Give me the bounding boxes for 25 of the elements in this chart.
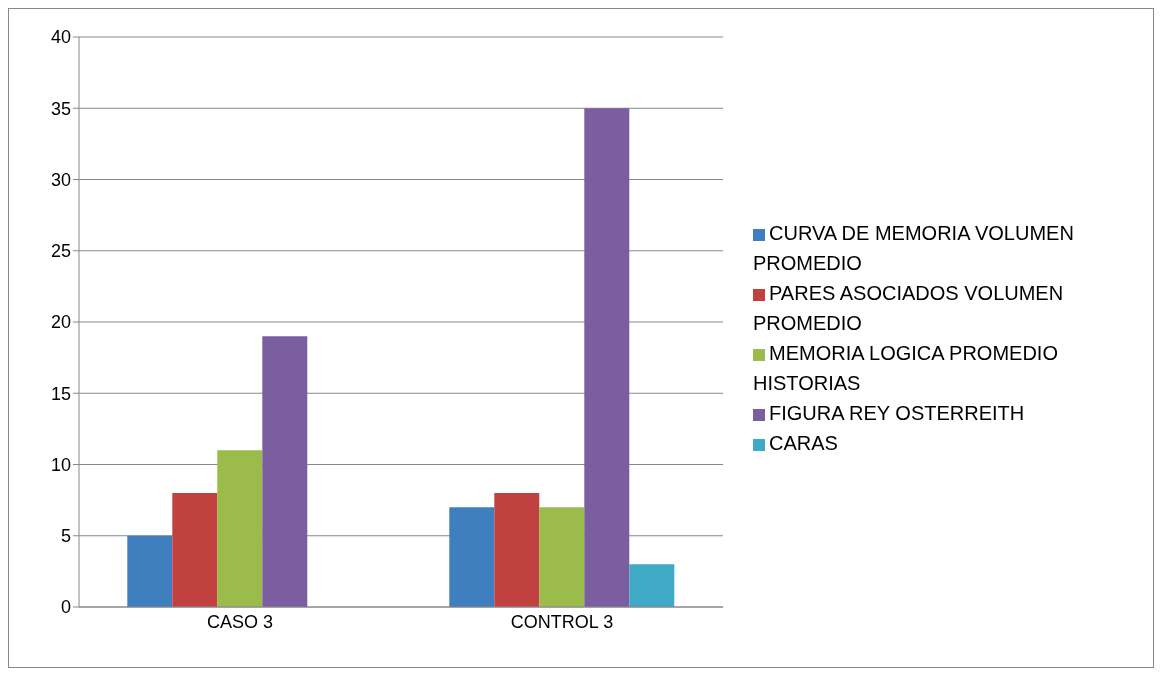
bar — [584, 108, 630, 607]
bar — [539, 507, 585, 607]
bar — [629, 564, 675, 607]
y-tick-label: 35 — [50, 98, 71, 119]
y-tick-label: 10 — [50, 454, 71, 475]
legend-label: PARES ASOCIADOS VOLUMEN PROMEDIO — [753, 282, 1064, 334]
y-tick-label: 30 — [50, 169, 71, 190]
y-tick-label: 20 — [50, 312, 71, 333]
legend-label: FIGURA REY OSTERREITH — [769, 402, 1025, 424]
y-tick-label: 25 — [50, 241, 71, 262]
y-tick-label: 5 — [60, 526, 71, 547]
x-tick-label: CONTROL 3 — [510, 611, 614, 632]
bar — [449, 507, 495, 607]
bar — [127, 535, 173, 607]
y-tick-label: 40 — [50, 27, 71, 48]
bar — [172, 493, 218, 607]
x-tick-label: CASO 3 — [206, 611, 274, 632]
legend-label: CURVA DE MEMORIA VOLUMEN PROMEDIO — [753, 222, 1074, 274]
y-tick-label: 0 — [60, 597, 71, 618]
y-tick-label: 15 — [50, 383, 71, 404]
legend-label: MEMORIA LOGICA PROMEDIO HISTORIAS — [753, 342, 1058, 394]
bar — [217, 450, 263, 607]
bar — [262, 336, 308, 607]
bar — [494, 493, 540, 607]
legend-label: CARAS — [769, 432, 838, 454]
